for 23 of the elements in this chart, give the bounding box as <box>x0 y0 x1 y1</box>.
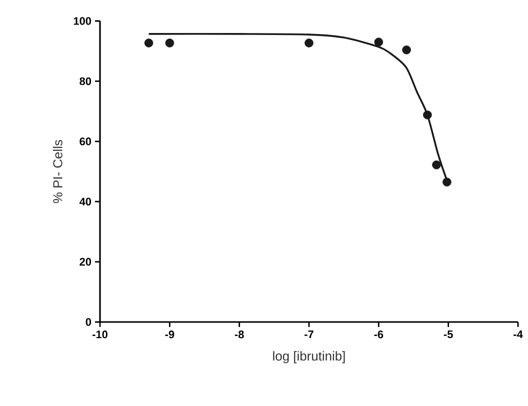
x-tick-label: -9 <box>165 330 174 338</box>
x-tick-label: -5 <box>444 330 453 338</box>
y-tick-label: 80 <box>80 77 92 86</box>
point <box>304 38 314 48</box>
x-tick-label: -8 <box>234 330 244 338</box>
x-tick-label: -7 <box>304 330 314 338</box>
point <box>144 38 154 48</box>
point <box>402 45 411 54</box>
point <box>165 38 174 48</box>
y-tick-label: 60 <box>80 138 92 146</box>
point <box>423 110 432 120</box>
y-tick-label: 40 <box>79 198 92 206</box>
point <box>432 160 441 170</box>
y-axis-title: % PI- Cells <box>52 140 62 204</box>
x-tick-label: -10 <box>92 330 108 338</box>
y-tick-label: 100 <box>74 17 92 25</box>
x-axis-title: log [ibrutinib] <box>273 351 345 364</box>
x-tick-label: -6 <box>374 330 384 338</box>
point <box>374 38 384 46</box>
point <box>442 178 452 186</box>
y-tick-label: 0 <box>86 318 92 326</box>
x-tick-label: -4 <box>514 330 523 338</box>
y-tick-label: 20 <box>80 258 92 266</box>
